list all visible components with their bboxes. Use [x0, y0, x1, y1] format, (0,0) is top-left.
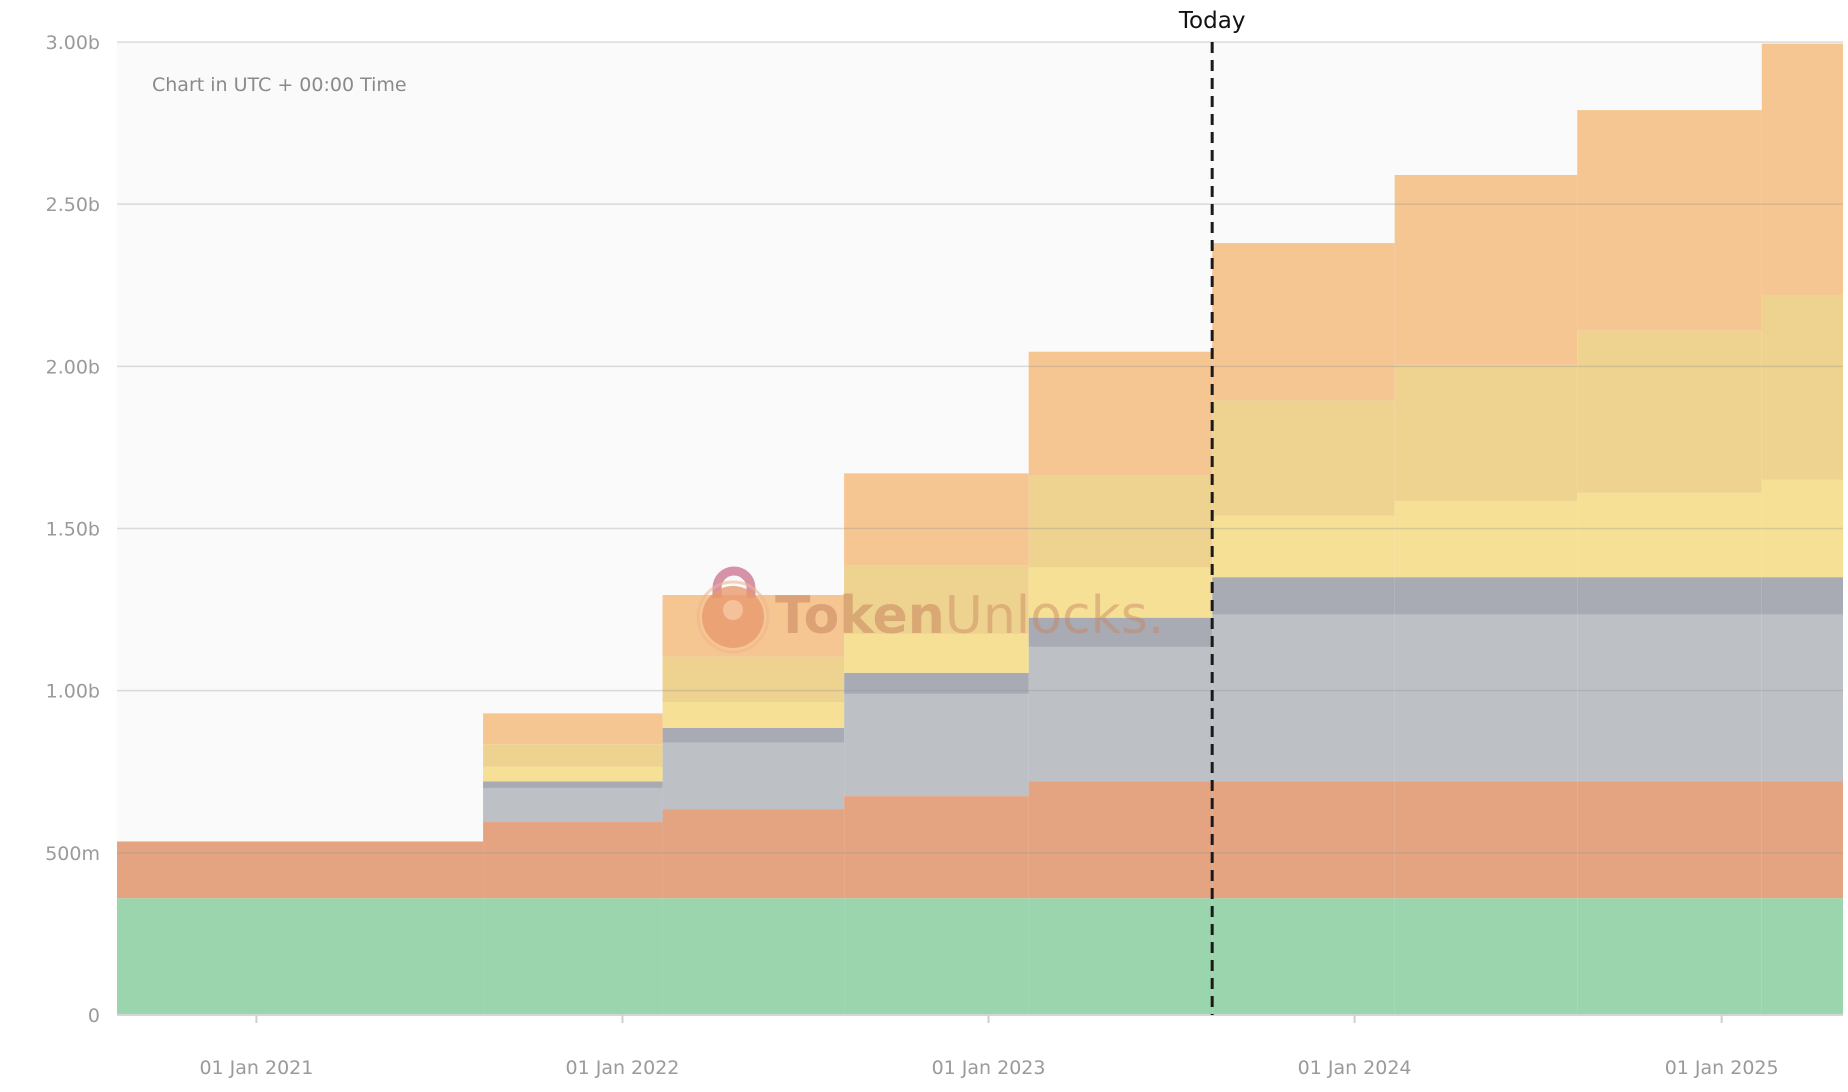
x-axis-labels: 01 Jan 2021 01 Jan 2022 01 Jan 2023 01 Jan … — [199, 1015, 1779, 1079]
area-step-2-2 — [662, 742, 845, 810]
area-step-0-4 — [1028, 898, 1213, 1015]
area-step-0-8 — [1761, 898, 1843, 1015]
lock-logo-icon — [696, 566, 770, 654]
area-step-3-7 — [1577, 577, 1762, 615]
area-step-2-4 — [1028, 646, 1213, 782]
lock-ring — [696, 580, 770, 654]
area-step-6-1 — [483, 713, 663, 745]
area-step-2-1 — [483, 787, 663, 823]
area-step-3-6 — [1394, 577, 1578, 615]
area-step-6-6 — [1394, 174, 1578, 365]
series-1 — [117, 781, 1843, 899]
area-step-0-7 — [1577, 898, 1762, 1015]
watermark-text: TokenUnlocks. — [775, 586, 1164, 646]
area-step-6-3 — [844, 473, 1029, 566]
area-step-1-4 — [1028, 781, 1213, 899]
watermark-token: Token — [775, 586, 945, 646]
series-3 — [483, 577, 1843, 788]
y-tick-label-1: 500m — [45, 843, 100, 865]
area-step-0-2 — [662, 898, 845, 1015]
x-tick-label-3: 01 Jan 2024 — [1298, 1057, 1412, 1079]
area-step-1-3 — [844, 796, 1029, 899]
area-step-2-6 — [1394, 614, 1578, 782]
area-step-6-8 — [1761, 43, 1843, 295]
area-step-5-2 — [662, 656, 845, 703]
area-step-0-1 — [483, 898, 663, 1015]
area-step-1-6 — [1394, 781, 1578, 899]
area-step-1-2 — [662, 809, 845, 899]
area-step-5-3 — [844, 565, 1029, 634]
area-step-4-8 — [1761, 479, 1843, 578]
area-step-5-7 — [1577, 330, 1762, 493]
area-step-4-7 — [1577, 492, 1762, 578]
y-tick-label-3: 1.50b — [46, 519, 100, 541]
x-tick-label-4: 01 Jan 2025 — [1665, 1057, 1779, 1079]
area-step-0-3 — [844, 898, 1029, 1015]
area-step-0-6 — [1394, 898, 1578, 1015]
area-step-4-2 — [662, 702, 845, 728]
area-step-1-5 — [1212, 781, 1395, 899]
lock-shackle — [712, 566, 756, 598]
area-step-4-1 — [483, 766, 663, 782]
area-step-5-4 — [1028, 474, 1213, 568]
area-step-2-5 — [1212, 614, 1395, 782]
y-tick-label-4: 2.00b — [46, 356, 100, 378]
area-step-0-0 — [117, 898, 484, 1015]
area-step-3-8 — [1761, 577, 1843, 615]
area-step-6-4 — [1028, 351, 1213, 475]
series-4 — [483, 479, 1843, 782]
chart-subtitle: Chart in UTC + 00:00 Time — [152, 74, 407, 96]
area-step-4-4 — [1028, 567, 1213, 618]
area-step-2-3 — [844, 693, 1029, 797]
area-step-2-7 — [1577, 614, 1762, 782]
area-step-3-4 — [1028, 617, 1213, 647]
x-tick-label-2: 01 Jan 2023 — [932, 1057, 1046, 1079]
area-step-4-3 — [844, 633, 1029, 673]
y-tick-label-0: 0 — [88, 1005, 100, 1027]
today-marker: Today — [1178, 8, 1246, 1015]
area-step-4-5 — [1212, 515, 1395, 578]
y-tick-label-2: 1.00b — [46, 681, 100, 703]
area-step-3-1 — [483, 781, 663, 788]
area-step-3-3 — [844, 672, 1029, 694]
y-tick-label-6: 3.00b — [46, 32, 100, 54]
area-step-3-2 — [662, 727, 845, 743]
watermark: TokenUnlocks. — [696, 566, 1164, 654]
area-step-1-0 — [117, 841, 484, 899]
area-step-1-1 — [483, 822, 663, 899]
area-step-0-5 — [1212, 898, 1395, 1015]
series-6 — [483, 43, 1843, 745]
area-step-6-7 — [1577, 110, 1762, 331]
area-step-5-1 — [483, 744, 663, 767]
area-step-4-6 — [1394, 500, 1578, 578]
area-step-1-8 — [1761, 781, 1843, 899]
area-step-2-8 — [1761, 614, 1843, 782]
area-step-1-7 — [1577, 781, 1762, 899]
gridlines — [117, 41, 1843, 854]
lock-keyhole — [723, 600, 743, 620]
x-tick-label-1: 01 Jan 2022 — [566, 1057, 680, 1079]
watermark-unlocks: Unlocks. — [945, 586, 1165, 646]
series-0 — [117, 898, 1843, 1015]
today-label: Today — [1178, 8, 1246, 34]
y-axis-labels: 0 500m 1.00b 1.50b 2.00b 2.50b 3.00b — [45, 32, 100, 1027]
area-step-5-8 — [1761, 294, 1843, 480]
area-step-5-6 — [1394, 364, 1578, 501]
area-step-3-5 — [1212, 577, 1395, 615]
series-5 — [483, 294, 1843, 767]
x-tick-label-0: 01 Jan 2021 — [199, 1057, 313, 1079]
area-step-5-5 — [1212, 400, 1395, 516]
y-tick-label-5: 2.50b — [46, 194, 100, 216]
area-step-6-5 — [1212, 243, 1395, 401]
stacked-areas — [117, 43, 1843, 1015]
series-2 — [483, 614, 1843, 823]
